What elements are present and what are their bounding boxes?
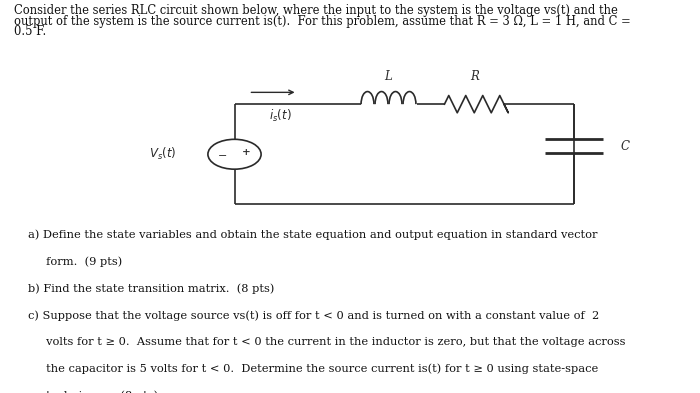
Text: $i_s(t)$: $i_s(t)$ — [269, 108, 291, 124]
Text: L: L — [384, 70, 393, 83]
Text: form.  (9 pts): form. (9 pts) — [28, 257, 122, 267]
Text: a) Define the state variables and obtain the state equation and output equation : a) Define the state variables and obtain… — [28, 230, 598, 241]
Text: $V_s(t)$: $V_s(t)$ — [148, 146, 176, 162]
Text: c) Suppose that the voltage source vs(t) is off for t < 0 and is turned on with : c) Suppose that the voltage source vs(t)… — [28, 310, 599, 321]
Text: Consider the series RLC circuit shown below, where the input to the system is th: Consider the series RLC circuit shown be… — [14, 4, 618, 17]
Text: R: R — [470, 70, 479, 83]
Text: −: − — [218, 151, 228, 161]
Text: +: + — [242, 148, 251, 157]
Text: 0.5 F.: 0.5 F. — [14, 25, 46, 38]
Text: C: C — [621, 140, 630, 153]
Text: the capacitor is 5 volts for t < 0.  Determine the source current is(t) for t ≥ : the capacitor is 5 volts for t < 0. Dete… — [28, 364, 598, 374]
Text: volts for t ≥ 0.  Assume that for t < 0 the current in the inductor is zero, but: volts for t ≥ 0. Assume that for t < 0 t… — [28, 337, 626, 347]
Text: techniques.  (8 pts): techniques. (8 pts) — [28, 390, 158, 393]
Text: output of the system is the source current is(t).  For this problem, assume that: output of the system is the source curre… — [14, 15, 631, 28]
Text: b) Find the state transition matrix.  (8 pts): b) Find the state transition matrix. (8 … — [28, 283, 274, 294]
